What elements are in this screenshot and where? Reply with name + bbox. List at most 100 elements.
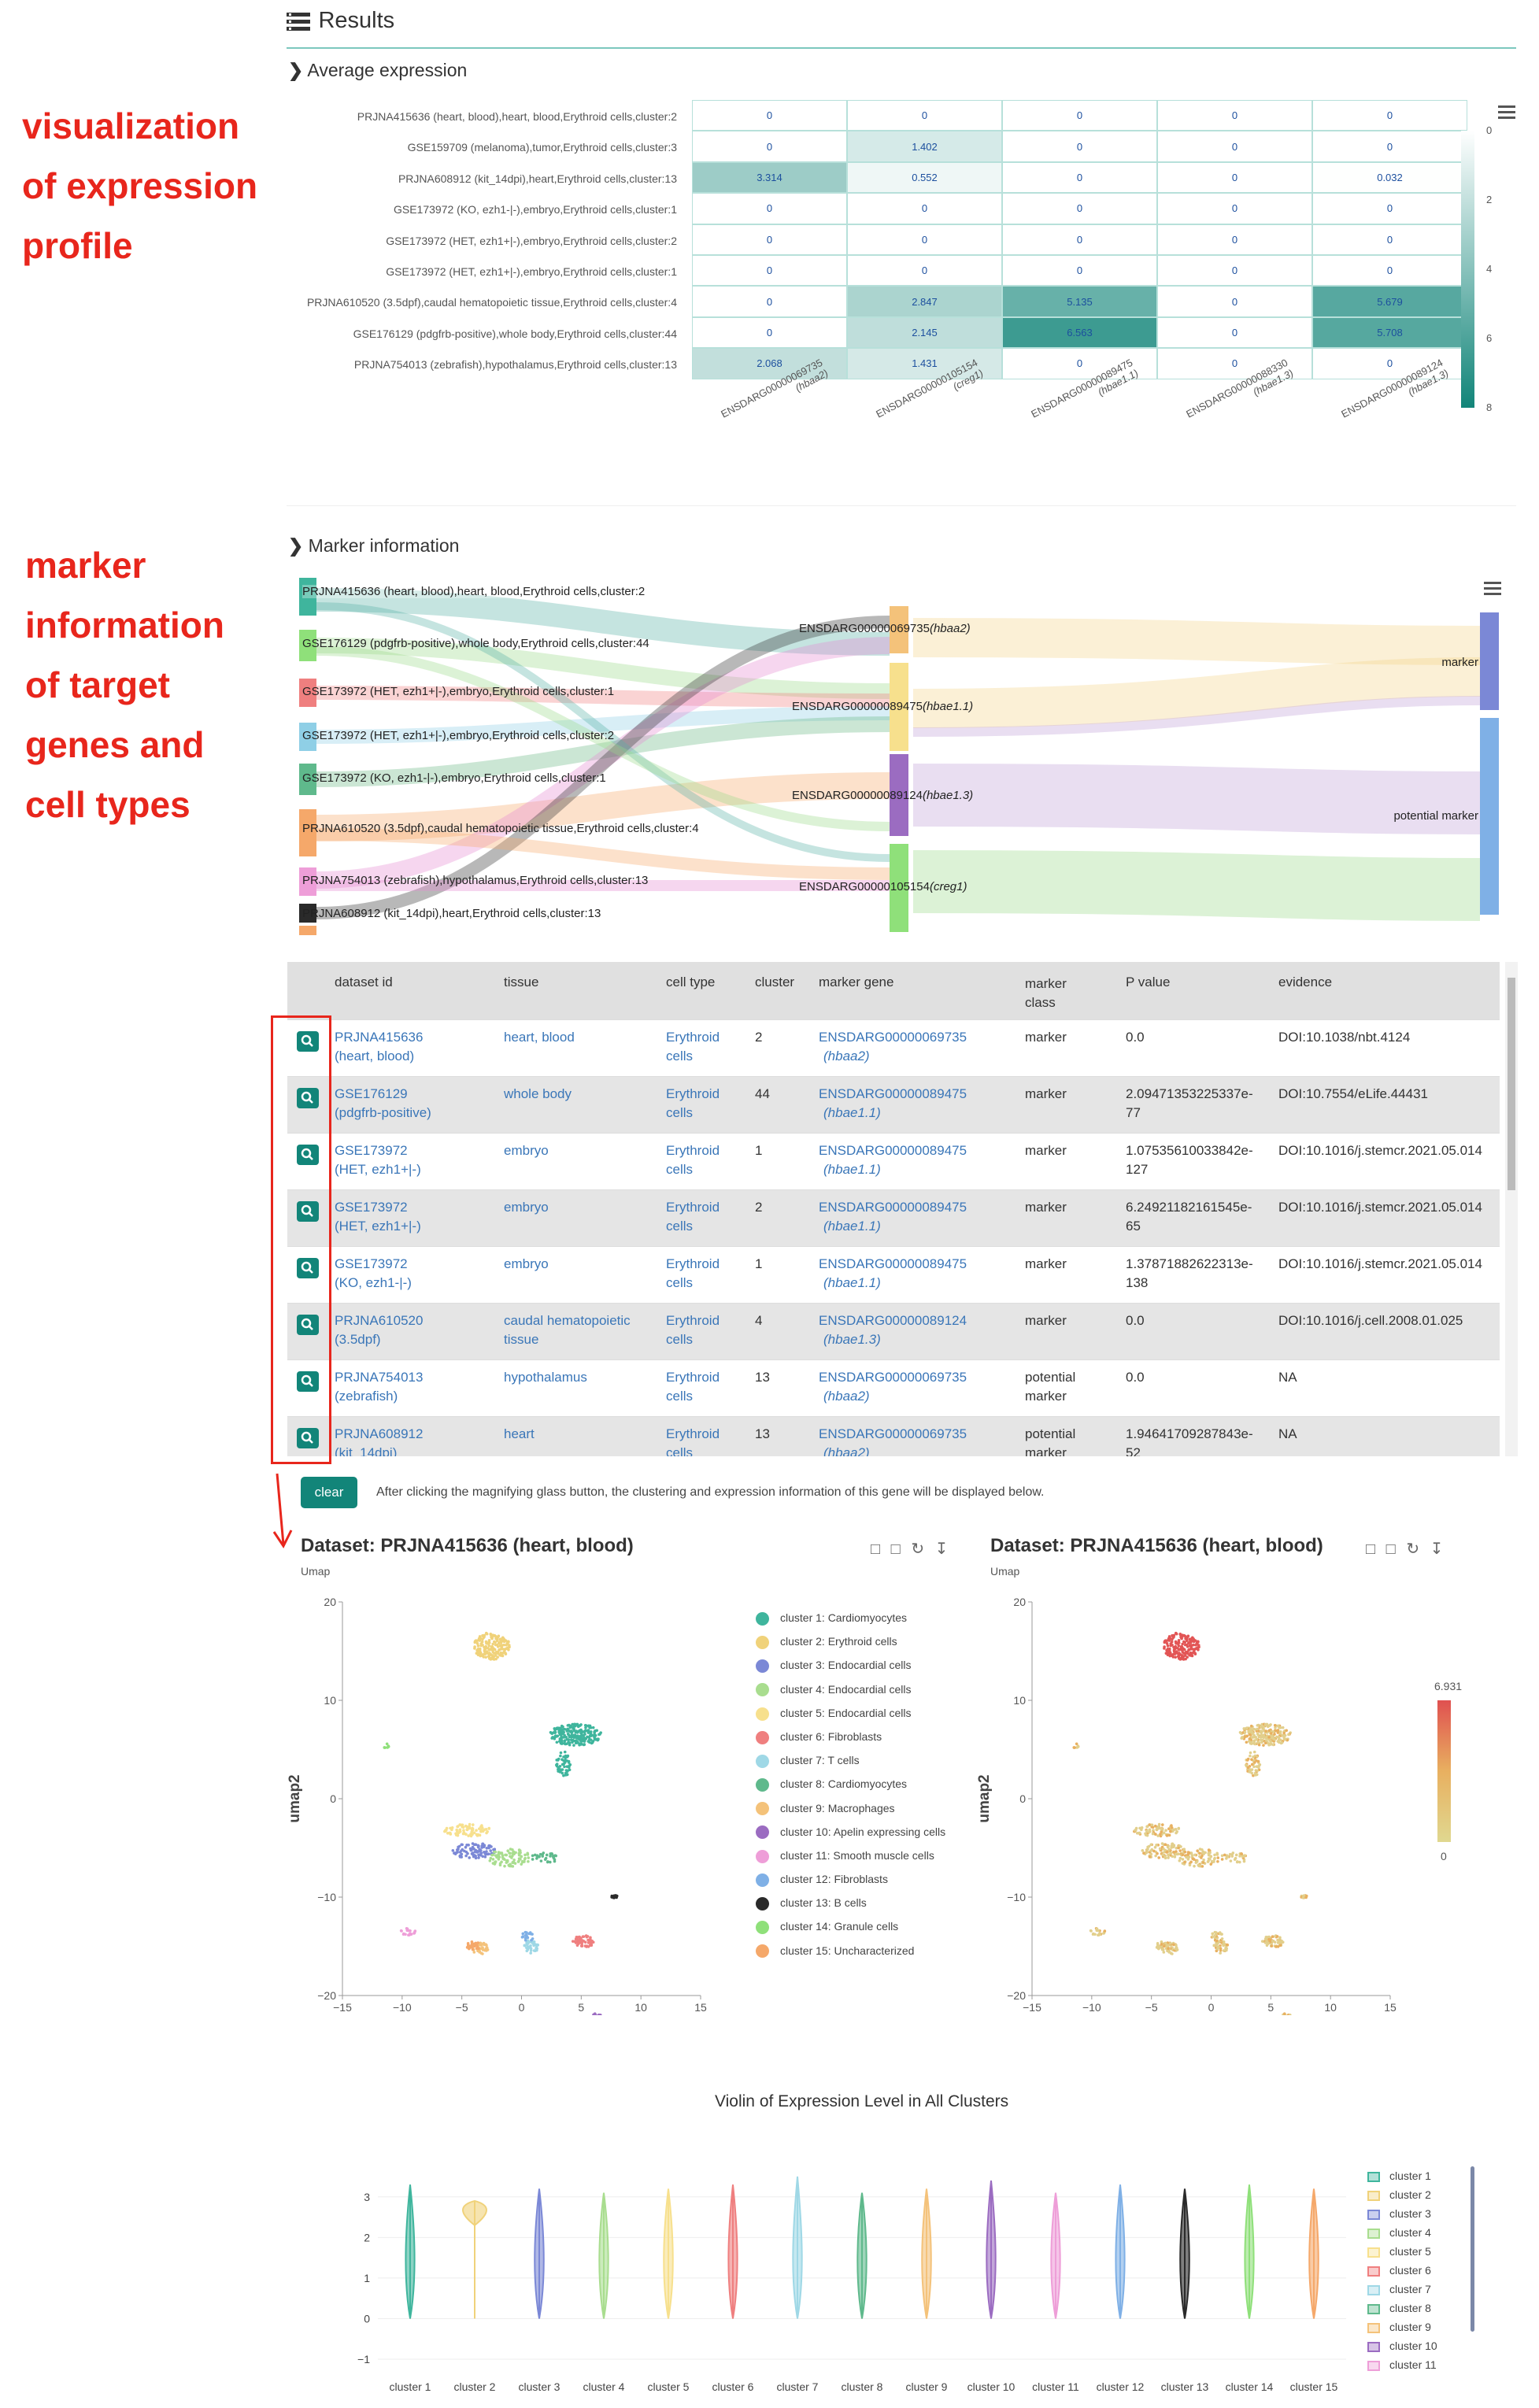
download-icon[interactable]: ↧ [1430, 1541, 1444, 1558]
heatmap-cell[interactable]: 0.552 [847, 161, 1002, 194]
heatmap-cell[interactable]: 2.145 [847, 316, 1002, 349]
heatmap-cell[interactable]: 3.314 [692, 161, 847, 194]
heatmap-cell[interactable]: 0.032 [1312, 161, 1467, 194]
legend-item[interactable]: cluster 11: Smooth muscle cells [756, 1844, 945, 1867]
heatmap-cell[interactable]: 0 [1157, 348, 1312, 379]
cell-cell-type[interactable]: Erythroid cells [666, 1370, 720, 1404]
heatmap-cell[interactable]: 5.708 [1312, 316, 1467, 349]
legend-item[interactable]: cluster 4: Endocardial cells [756, 1677, 945, 1701]
heatmap-cell[interactable]: 0 [1312, 100, 1467, 131]
violin-legend-scrollbar[interactable] [1471, 2166, 1474, 2332]
heatmap-cell[interactable]: 0 [1312, 193, 1467, 224]
violin-mark[interactable] [534, 2188, 545, 2319]
cell-cell-type[interactable]: Erythroid cells [666, 1030, 720, 1063]
cell-cell-type[interactable]: Erythroid cells [666, 1256, 720, 1290]
legend-item[interactable]: cluster 4 [1367, 2223, 1437, 2242]
legend-item[interactable]: cluster 9: Macrophages [756, 1796, 945, 1820]
cell-tissue[interactable]: embryo [504, 1143, 549, 1158]
heatmap-cell[interactable]: 0 [692, 100, 847, 131]
legend-item[interactable]: cluster 7 [1367, 2280, 1437, 2299]
cell-cell-type[interactable]: Erythroid cells [666, 1143, 720, 1177]
heatmap-cell[interactable]: 0 [1002, 193, 1157, 224]
zoom-icon[interactable]: □ [1366, 1541, 1376, 1558]
cell-dataset-id[interactable]: PRJNA754013 (zebrafish) [335, 1370, 424, 1404]
magnifier-button[interactable] [297, 1031, 319, 1052]
reset-zoom-icon[interactable]: □ [1385, 1541, 1396, 1558]
heatmap-cell[interactable]: 0 [692, 286, 847, 317]
violin-mark[interactable] [1115, 2184, 1126, 2319]
heatmap-cell[interactable]: 0 [692, 193, 847, 224]
violin-mark[interactable] [598, 2192, 609, 2319]
refresh-icon[interactable]: ↻ [1406, 1541, 1420, 1558]
cell-dataset-id[interactable]: GSE173972 (HET, ezh1+|-) [335, 1143, 421, 1177]
heatmap-cell[interactable]: 0 [1002, 161, 1157, 194]
heatmap-cell[interactable]: 0 [847, 100, 1002, 131]
heatmap-cell[interactable]: 0 [1002, 348, 1157, 379]
violin-mark[interactable] [1308, 2188, 1319, 2319]
legend-item[interactable]: cluster 1: Cardiomyocytes [756, 1606, 945, 1629]
violin-mark[interactable] [1244, 2184, 1255, 2319]
cell-tissue[interactable]: hypothalamus [504, 1370, 587, 1385]
heatmap-cell[interactable]: 0 [1002, 100, 1157, 131]
cell-dataset-id[interactable]: PRJNA415636 (heart, blood) [335, 1030, 424, 1063]
zoom-icon[interactable]: □ [871, 1541, 881, 1558]
legend-item[interactable]: cluster 6: Fibroblasts [756, 1725, 945, 1748]
legend-item[interactable]: cluster 6 [1367, 2261, 1437, 2280]
violin-mark[interactable] [462, 2199, 487, 2319]
legend-item[interactable]: cluster 11 [1367, 2355, 1437, 2374]
magnifier-button[interactable] [297, 1428, 319, 1448]
heatmap-cell[interactable]: 1.402 [847, 131, 1002, 162]
heatmap-cell[interactable]: 0 [1312, 131, 1467, 162]
legend-item[interactable]: cluster 1 [1367, 2166, 1437, 2185]
heatmap-cell[interactable]: 6.563 [1002, 316, 1157, 349]
cell-tissue[interactable]: heart [504, 1426, 535, 1441]
legend-item[interactable]: cluster 8: Cardiomyocytes [756, 1772, 945, 1796]
cell-marker-gene[interactable]: ENSDARG00000069735 (hbaa2) [819, 1368, 967, 1406]
heatmap-cell[interactable]: 0 [847, 255, 1002, 287]
heatmap-cell[interactable]: 0 [1157, 224, 1312, 255]
legend-item[interactable]: cluster 14: Granule cells [756, 1914, 945, 1938]
heatmap-cell[interactable]: 1.431 [847, 348, 1002, 379]
legend-item[interactable]: cluster 3: Endocardial cells [756, 1653, 945, 1677]
cell-tissue[interactable]: embryo [504, 1200, 549, 1215]
heatmap-cell[interactable]: 0 [1312, 224, 1467, 255]
cell-marker-gene[interactable]: ENSDARG00000089475 (hbae1.1) [819, 1141, 967, 1179]
heatmap-cell[interactable]: 0 [847, 193, 1002, 224]
violin-mark[interactable] [921, 2188, 932, 2319]
cell-cell-type[interactable]: Erythroid cells [666, 1426, 720, 1456]
magnifier-button[interactable] [297, 1145, 319, 1165]
heatmap-cell[interactable]: 2.847 [847, 286, 1002, 317]
cell-tissue[interactable]: caudal hematopoietic tissue [504, 1313, 631, 1347]
heatmap-cell[interactable]: 0 [847, 224, 1002, 255]
cell-dataset-id[interactable]: GSE176129 (pdgfrb-positive) [335, 1086, 431, 1120]
heatmap-cell[interactable]: 0 [1157, 193, 1312, 224]
legend-item[interactable]: cluster 3 [1367, 2204, 1437, 2223]
cell-marker-gene[interactable]: ENSDARG00000089475 (hbae1.1) [819, 1085, 967, 1123]
heatmap-cell[interactable]: 0 [1002, 224, 1157, 255]
violin-mark[interactable] [986, 2181, 997, 2319]
heatmap-cell[interactable]: 5.135 [1002, 286, 1157, 317]
violin-mark[interactable] [727, 2184, 738, 2319]
magnifier-button[interactable] [297, 1371, 319, 1392]
average-expression-title[interactable]: ❯ Average expression [288, 60, 467, 81]
clear-button[interactable]: clear [301, 1477, 357, 1508]
cell-dataset-id[interactable]: GSE173972 (KO, ezh1-|-) [335, 1256, 412, 1290]
cell-tissue[interactable]: heart, blood [504, 1030, 575, 1045]
heatmap-cell[interactable]: 0 [1002, 131, 1157, 162]
legend-item[interactable]: cluster 13: B cells [756, 1891, 945, 1914]
magnifier-button[interactable] [297, 1201, 319, 1222]
legend-item[interactable]: cluster 5: Endocardial cells [756, 1701, 945, 1725]
cell-dataset-id[interactable]: PRJNA608912 (kit_14dpi) [335, 1426, 424, 1456]
cell-tissue[interactable]: embryo [504, 1256, 549, 1271]
cell-tissue[interactable]: whole body [504, 1086, 572, 1101]
reset-zoom-icon[interactable]: □ [890, 1541, 901, 1558]
legend-item[interactable]: cluster 8 [1367, 2299, 1437, 2317]
heatmap-cell[interactable]: 2.068 [692, 348, 847, 379]
table-scrollbar[interactable] [1505, 962, 1518, 1456]
cell-cell-type[interactable]: Erythroid cells [666, 1086, 720, 1120]
magnifier-button[interactable] [297, 1258, 319, 1278]
cell-marker-gene[interactable]: ENSDARG00000069735 (hbaa2) [819, 1028, 967, 1066]
heatmap-cell[interactable]: 0 [692, 316, 847, 349]
cell-marker-gene[interactable]: ENSDARG00000069735 (hbaa2) [819, 1425, 967, 1456]
cell-dataset-id[interactable]: GSE173972 (HET, ezh1+|-) [335, 1200, 421, 1234]
